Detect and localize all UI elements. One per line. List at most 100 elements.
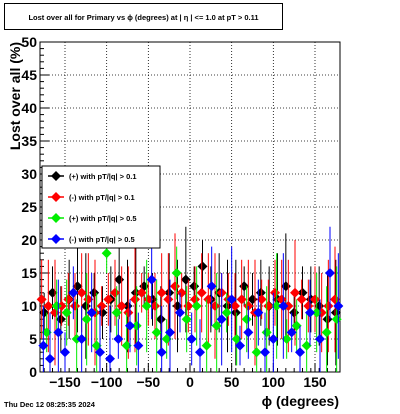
y-axis-label: Lost over all (%) <box>7 42 23 150</box>
data-point <box>38 340 49 351</box>
data-point <box>243 327 254 338</box>
data-point <box>176 287 187 298</box>
data-point <box>295 347 305 358</box>
data-point <box>105 353 115 364</box>
x-axis-label: ϕ (degrees) <box>262 393 339 409</box>
legend-marker <box>51 234 61 244</box>
legend-marker <box>51 192 61 202</box>
data-point <box>83 294 94 305</box>
data-point <box>197 261 208 272</box>
data-point <box>81 314 92 325</box>
y-tick-label: 20 <box>21 232 37 248</box>
data-point <box>222 301 233 311</box>
series-4 <box>38 226 344 372</box>
data-point <box>171 268 182 278</box>
y-tick-label: 15 <box>21 265 37 281</box>
data-point <box>68 287 79 298</box>
legend-label: (+) with pT/|q| > 0.5 <box>69 214 137 223</box>
data-point <box>271 301 282 311</box>
data-point <box>60 347 70 358</box>
data-point <box>333 301 344 311</box>
data-point <box>203 294 214 305</box>
y-tick-label: 10 <box>21 298 37 314</box>
data-point <box>253 307 264 318</box>
data-point <box>61 307 72 318</box>
data-point <box>121 340 132 351</box>
data-point <box>101 248 112 259</box>
legend-label: (+) with pT/|q| > 0.1 <box>69 172 137 181</box>
y-tick-label: 40 <box>21 100 37 116</box>
data-point <box>163 294 174 305</box>
x-tick-label: −100 <box>91 374 123 390</box>
data-point <box>130 294 140 305</box>
data-point <box>130 287 141 298</box>
data-point <box>268 334 279 344</box>
x-tick-label: 100 <box>262 374 286 390</box>
data-point <box>321 327 332 338</box>
tick-labels: −150 −100 −50 0 50 100 150 0 5 10 15 20 25 30 35 40 45 50 <box>21 34 326 390</box>
y-tick-label: 45 <box>21 67 37 83</box>
data-point <box>170 281 180 292</box>
data-point <box>146 274 157 285</box>
data-point <box>261 327 272 338</box>
data-point <box>311 307 322 318</box>
x-tick-label: 50 <box>224 374 240 390</box>
y-tick-label: 25 <box>21 199 37 215</box>
data-point <box>96 301 107 311</box>
data-point <box>195 347 205 358</box>
data-point <box>263 301 274 311</box>
data-point <box>251 347 262 358</box>
data-point <box>216 314 227 325</box>
y-tick-label: 30 <box>21 166 37 182</box>
data-point <box>133 340 144 351</box>
data-point <box>211 320 222 331</box>
data-point <box>183 301 194 311</box>
data-point <box>113 334 124 344</box>
data-point <box>291 320 302 331</box>
data-point <box>76 334 87 344</box>
data-marks <box>36 226 344 372</box>
data-point <box>76 287 87 298</box>
data-point <box>125 320 135 331</box>
data-point <box>51 301 62 311</box>
data-point <box>111 307 122 318</box>
data-point <box>103 294 114 305</box>
data-point <box>206 281 217 292</box>
data-point <box>165 327 175 338</box>
data-point <box>116 301 127 311</box>
data-point <box>201 340 212 351</box>
x-tick-label: 0 <box>186 374 194 390</box>
data-point <box>305 307 315 318</box>
data-point <box>150 301 160 311</box>
series-2 <box>36 233 340 366</box>
legend-label: (-) with pT/|q| > 0.5 <box>69 235 135 244</box>
plot-title-box: Lost over all for Primary vs ϕ (degrees)… <box>4 3 283 30</box>
data-point <box>210 301 220 311</box>
data-point <box>141 301 152 311</box>
data-point <box>181 314 192 325</box>
x-tick-label: 150 <box>303 374 327 390</box>
x-tick-label: −50 <box>136 374 160 390</box>
data-point <box>331 314 342 325</box>
data-point <box>156 347 167 358</box>
data-point <box>290 287 300 298</box>
data-point <box>110 287 120 298</box>
y-tick-label: 35 <box>21 133 37 149</box>
data-point <box>53 327 64 338</box>
data-point <box>226 294 237 305</box>
data-point <box>43 301 54 311</box>
legend: (+) with pT/|q| > 0.1 (-) with pT/|q| > 0… <box>41 165 161 249</box>
data-point <box>186 334 197 344</box>
data-point <box>310 294 320 305</box>
data-point <box>260 347 270 358</box>
data-point <box>196 287 207 298</box>
data-point <box>36 294 47 305</box>
data-point <box>123 307 134 318</box>
data-point <box>297 287 308 298</box>
data-point <box>315 334 325 344</box>
data-point <box>281 334 292 344</box>
data-point <box>325 268 335 278</box>
data-point <box>270 287 280 298</box>
footer-timestamp: Thu Dec 12 08:25:35 2024 <box>4 400 95 409</box>
